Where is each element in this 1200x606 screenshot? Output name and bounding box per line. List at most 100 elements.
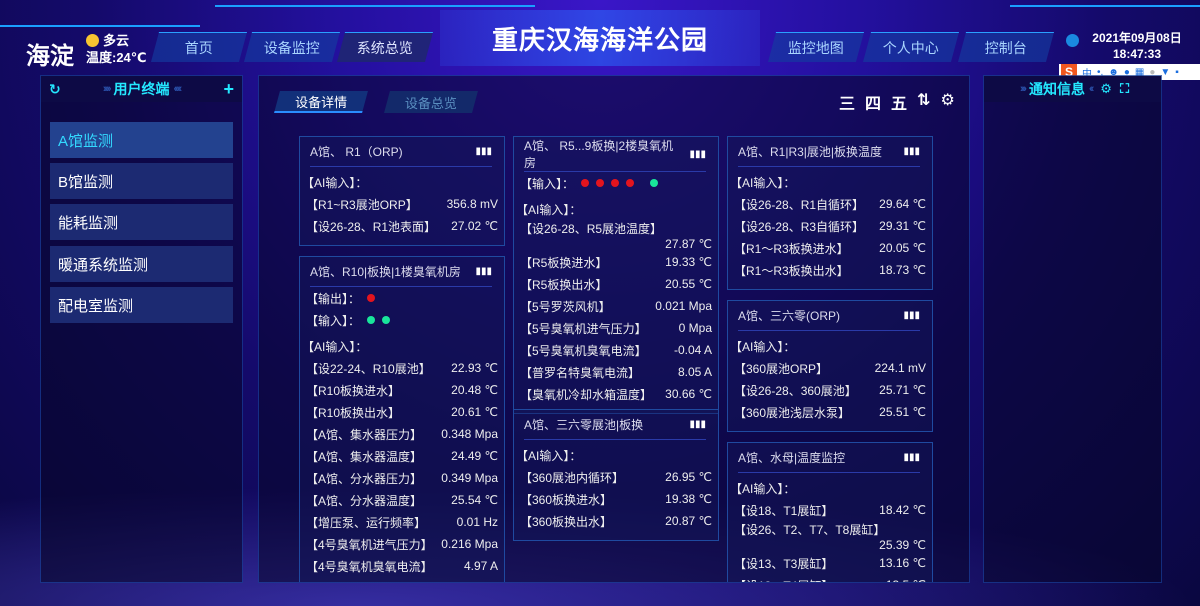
data-row: 【R10板换进水】 20.48 ℃ xyxy=(300,379,498,401)
device-card: A馆、 R5...9板换|2楼臭氧机房 ▮▮▮ 【输入】： 【AI输入】： 【设26-2… xyxy=(513,136,719,414)
tab-label: 设备总览 xyxy=(404,95,457,111)
notice-panel: ››› 通知信息 ‹‹ ⚙ ⛶ xyxy=(983,75,1162,583)
bar-chart-icon[interactable]: ▮▮▮ xyxy=(689,419,706,430)
data-value: 29.64 ℃ xyxy=(879,197,926,211)
section-label: 【AI输入】： xyxy=(516,202,582,217)
bar-chart-icon[interactable]: ▮▮▮ xyxy=(903,452,920,463)
sidebar-item-b-hall[interactable]: B馆监测 xyxy=(50,163,233,199)
device-card: A馆、水母|温度监控 ▮▮▮ 【AI输入】： 【设18、T1展缸】 18.42 ℃ 【设2… xyxy=(727,442,933,583)
data-label: 【增压泵、运行频率】 xyxy=(306,515,427,530)
sidebar-item-energy[interactable]: 能耗监测 xyxy=(50,204,233,240)
data-row: 【设26-28、R3自循环】 29.31 ℃ xyxy=(728,215,926,237)
data-value: 25.54 ℃ xyxy=(451,493,498,507)
data-label: 【5号臭氧机进气压力】 xyxy=(520,321,647,336)
fullscreen-icon[interactable]: ⛶ xyxy=(1119,81,1130,96)
data-row: 【设22-24、R10展池】 22.93 ℃ xyxy=(300,357,498,379)
nav-device-monitor[interactable]: 设备监控 xyxy=(243,32,341,62)
datetime: 2021年09月08日 18:47:33 xyxy=(1082,30,1192,62)
data-row: 【R10板换出水】 20.61 ℃ xyxy=(300,401,498,423)
data-label: 【设26-28、R3自循环】 xyxy=(734,219,865,234)
sort-icon[interactable]: ⇅ xyxy=(917,92,931,109)
nav-personal-center[interactable]: 个人中心 xyxy=(862,32,960,62)
bar-chart-icon[interactable]: ▮▮▮ xyxy=(475,266,492,277)
status-label: 【输出】： xyxy=(306,291,361,306)
data-value: 26.95 ℃ xyxy=(665,470,712,484)
sidebar-item-power-room[interactable]: 配电室监测 xyxy=(50,287,233,323)
data-label: 【360板换出水】 xyxy=(520,514,613,529)
data-row: 【5号臭氧机臭氧电流】 -0.04 A xyxy=(514,339,712,361)
main-panel: 设备详情 设备总览 三 四 五 ⇅ ⚙ A馆、 R1（ORP) ▮▮▮ 【AI输入】… xyxy=(258,75,970,583)
status-indicator-red xyxy=(367,294,376,302)
apps-icon[interactable]: ▪ xyxy=(1175,66,1179,78)
weather: 多云 温度:24℃ xyxy=(86,32,147,66)
data-value: 0.349 Mpa xyxy=(441,471,498,485)
chevron-decoration: ››› xyxy=(1019,83,1027,95)
ime-language[interactable]: 中 xyxy=(1082,68,1092,80)
data-value: 27.87 ℃ xyxy=(665,237,712,251)
device-card: A馆、 R1（ORP) ▮▮▮ 【AI输入】： 【R1~R3展池ORP】 356.8 m… xyxy=(299,136,505,246)
data-value: 25.71 ℃ xyxy=(879,383,926,397)
data-row: 【R1～R3板换出水】 18.73 ℃ xyxy=(728,259,926,281)
card-title: A馆、 R5...9板换|2楼臭氧机房 xyxy=(524,139,674,170)
nav-label: 监控地图 xyxy=(787,39,844,56)
nav-label: 首页 xyxy=(184,39,213,56)
data-label: 【A馆、分水器温度】 xyxy=(306,493,423,508)
device-card: A馆、R1|R3|展池|板换温度 ▮▮▮ 【AI输入】： 【设26-28、R1自循环】… xyxy=(727,136,933,290)
nav-monitor-map[interactable]: 监控地图 xyxy=(767,32,865,62)
chevron-decoration: ‹‹‹‹ xyxy=(173,83,183,95)
sidebar-item-hvac[interactable]: 暖通系统监测 xyxy=(50,246,233,282)
nav-label: 个人中心 xyxy=(882,39,939,56)
refresh-icon[interactable]: ↻ xyxy=(49,80,61,97)
data-label: 【A馆、集水器温度】 xyxy=(306,449,423,464)
nav-system-overview[interactable]: 系统总览 xyxy=(336,32,434,62)
data-value: 19.33 ℃ xyxy=(665,255,712,269)
sidebar-item-a-hall[interactable]: A馆监测 xyxy=(50,122,233,158)
tab-device-details[interactable]: 设备详情 xyxy=(274,91,368,113)
bar-chart-icon[interactable]: ▮▮▮ xyxy=(903,310,920,321)
data-row: 【360板换进水】 19.38 ℃ xyxy=(514,488,712,510)
data-row: 【设26-28、R1自循环】 29.64 ℃ xyxy=(728,193,926,215)
data-label: 【360展池浅层水泵】 xyxy=(734,405,851,420)
tab-device-overview[interactable]: 设备总览 xyxy=(384,91,478,113)
emoji-icon[interactable]: ☻ xyxy=(1108,66,1119,78)
data-label: 【设26、T2、T7、T8展缸】 xyxy=(734,523,886,537)
data-row: 【R1~R3展池ORP】 356.8 mV xyxy=(300,193,498,215)
weather-cloudy-sun-icon xyxy=(86,34,99,47)
notice-header: ››› 通知信息 ‹‹ ⚙ ⛶ xyxy=(984,76,1161,102)
settings-gear-icon[interactable]: ⚙ xyxy=(940,92,955,109)
bar-chart-icon[interactable]: ▮▮▮ xyxy=(689,148,706,160)
temperature: 温度:24℃ xyxy=(86,50,147,65)
data-value: 18.73 ℃ xyxy=(879,263,926,277)
city-name: 海淀 xyxy=(26,43,74,70)
add-icon[interactable]: + xyxy=(223,78,234,99)
skin-icon[interactable]: ▼ xyxy=(1160,66,1171,78)
layout-5-columns[interactable]: 五 xyxy=(891,96,908,113)
data-label: 【A馆、集水器压力】 xyxy=(306,427,423,442)
data-label: 【臭氧机冷却水箱温度】 xyxy=(520,387,653,402)
data-label: 【5号臭氧机臭氧电流】 xyxy=(520,343,647,358)
keyboard-icon[interactable]: ▦ xyxy=(1134,66,1145,78)
nav-console[interactable]: 控制台 xyxy=(957,32,1055,62)
layout-3-columns[interactable]: 三 xyxy=(839,96,856,113)
device-card: A馆、三六零展池|板换 ▮▮▮ 【AI输入】： 【360展池内循环】 26.95 ℃ 【3… xyxy=(513,409,719,541)
data-label: 【设26-28、R1自循环】 xyxy=(734,197,865,212)
data-value: 25.51 ℃ xyxy=(879,405,926,419)
nav-home[interactable]: 首页 xyxy=(150,32,248,62)
layout-4-columns[interactable]: 四 xyxy=(865,96,882,113)
data-label: 【R1～R3板换出水】 xyxy=(734,263,849,278)
microphone-icon[interactable]: ● xyxy=(1123,66,1130,78)
data-label: 【设26-28、R1池表面】 xyxy=(306,219,437,234)
data-label: 【设18、T1展缸】 xyxy=(734,503,834,518)
settings-icon[interactable]: ⚙ xyxy=(1100,81,1112,96)
data-label: 【设13、T4展缸】 xyxy=(734,577,833,583)
status-row: 【输入】： xyxy=(514,172,712,194)
bar-chart-icon[interactable]: ▮▮▮ xyxy=(903,146,920,157)
data-value: 20.61 ℃ xyxy=(451,405,498,419)
user-icon[interactable]: ● xyxy=(1149,66,1156,78)
punctuation-icon[interactable]: •, xyxy=(1097,66,1104,78)
bar-chart-icon[interactable]: ▮▮▮ xyxy=(475,146,492,157)
data-value: 20.05 ℃ xyxy=(879,241,926,255)
data-label: 【4号臭氧机臭氧电流】 xyxy=(306,559,433,574)
data-row: 【A馆、分水器压力】 0.349 Mpa xyxy=(300,467,498,489)
data-row: 【设26-28、360展池】 25.71 ℃ xyxy=(728,379,926,401)
